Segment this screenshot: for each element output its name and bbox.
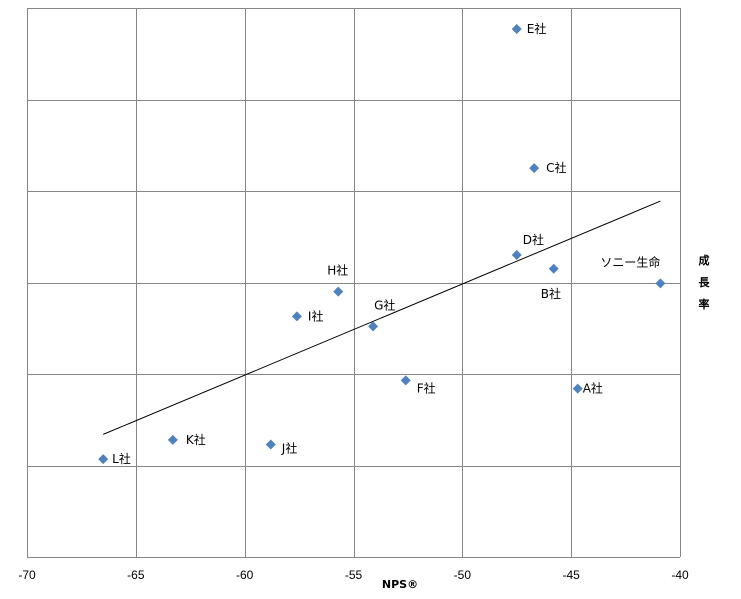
data-point-label: D社 (523, 232, 544, 247)
x-tick-label: -50 (454, 568, 472, 582)
data-point-marker (572, 383, 583, 394)
data-point-marker (368, 321, 379, 332)
data-point-label: G社 (374, 297, 395, 312)
markers (98, 24, 666, 465)
point-labels: E社 C社 D社 B社 ソニー生命 H社 I社 G社 F社 A社 K社 J社 L社 (112, 21, 660, 466)
data-point-marker (511, 250, 522, 261)
data-point-marker (511, 24, 522, 35)
data-point-marker (291, 311, 302, 322)
data-point-marker (548, 263, 559, 274)
x-tick-labels: -70 -65 -60 -55 -50 -45 -40 (18, 568, 689, 582)
x-tick-label: -55 (345, 568, 363, 582)
y-axis-title-char: 成 (699, 253, 710, 267)
y-axis-title-char: 率 (699, 297, 710, 311)
data-point-label: ソニー生命 (600, 254, 660, 269)
x-tick-label: -70 (18, 568, 36, 582)
data-point-label: A社 (583, 381, 603, 396)
data-point-label: I社 (308, 308, 324, 323)
data-point-label: C社 (546, 160, 566, 175)
x-tick-label: -65 (127, 568, 145, 582)
data-point-label: E社 (527, 21, 547, 36)
data-point-label: B社 (541, 286, 561, 301)
data-point-marker (167, 434, 178, 445)
x-tick-label: -60 (236, 568, 254, 582)
data-point-marker (98, 454, 109, 465)
data-point-label: L社 (112, 451, 131, 466)
x-tick-label: -40 (671, 568, 689, 582)
grid (27, 8, 681, 558)
x-axis-title: NPS® (382, 578, 418, 591)
data-point-label: K社 (186, 432, 206, 447)
data-point-label: H社 (327, 263, 348, 278)
trendline (102, 200, 661, 435)
x-tick-label: -45 (562, 568, 580, 582)
data-point-marker (333, 286, 344, 297)
y-axis-title: 成長率 (699, 253, 711, 311)
data-point-marker (265, 439, 276, 450)
data-point-marker (400, 375, 411, 386)
data-point-marker (655, 278, 666, 289)
data-point-marker (529, 163, 540, 174)
y-axis-title-char: 長 (699, 276, 711, 289)
data-point-label: J社 (281, 440, 298, 455)
data-point-label: F社 (417, 380, 436, 395)
